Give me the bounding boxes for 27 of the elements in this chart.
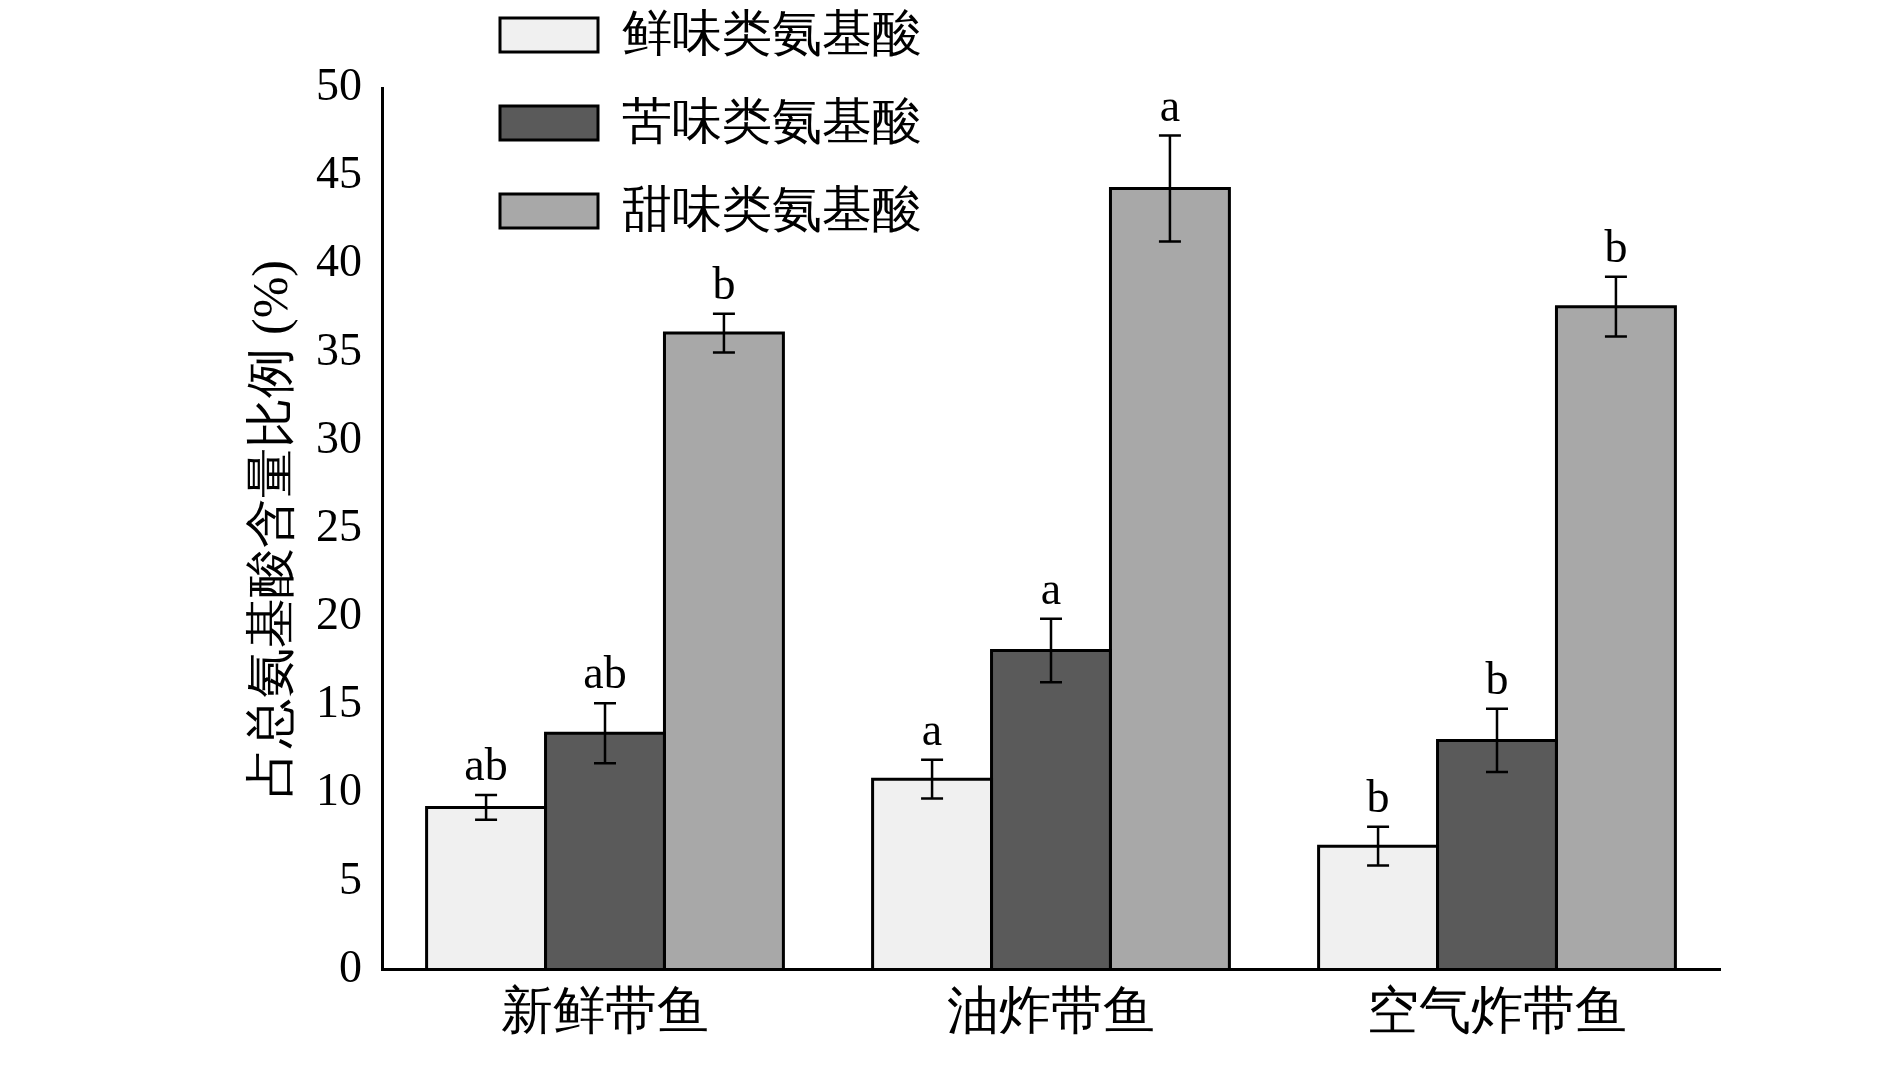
data-label: a bbox=[1040, 562, 1062, 614]
y-tick-label: 45 bbox=[316, 147, 362, 199]
y-tick-label: 10 bbox=[316, 764, 362, 816]
data-label: b bbox=[1604, 220, 1628, 272]
y-tick-label: 35 bbox=[316, 323, 362, 375]
legend-label: 鲜味类氨基酸 bbox=[622, 5, 922, 62]
y-tick-label: 5 bbox=[339, 852, 362, 904]
data-label: b bbox=[712, 257, 736, 309]
y-tick-label: 25 bbox=[316, 499, 362, 551]
data-label: a bbox=[921, 703, 943, 755]
x-tick-label: 新鲜带鱼 bbox=[501, 982, 709, 1040]
y-tick-label: 50 bbox=[316, 59, 362, 111]
y-tick-label: 15 bbox=[316, 676, 362, 728]
y-tick-label: 0 bbox=[339, 940, 362, 992]
y-axis-title: 占总氨基酸含量比例 (%) bbox=[242, 260, 299, 798]
y-tick-label: 40 bbox=[316, 235, 362, 287]
x-tick-label: 空气炸带鱼 bbox=[1367, 982, 1627, 1040]
data-label: ab bbox=[464, 739, 508, 791]
y-tick-label: 20 bbox=[316, 588, 362, 640]
data-label: a bbox=[1159, 79, 1181, 131]
data-label: b bbox=[1485, 652, 1509, 704]
data-label: b bbox=[1366, 770, 1390, 822]
y-tick-label: 30 bbox=[316, 411, 362, 463]
legend-label: 苦味类氨基酸 bbox=[622, 93, 922, 150]
legend-label: 甜味类氨基酸 bbox=[622, 181, 922, 238]
data-label: ab bbox=[583, 647, 627, 699]
x-tick-label: 油炸带鱼 bbox=[947, 982, 1155, 1040]
